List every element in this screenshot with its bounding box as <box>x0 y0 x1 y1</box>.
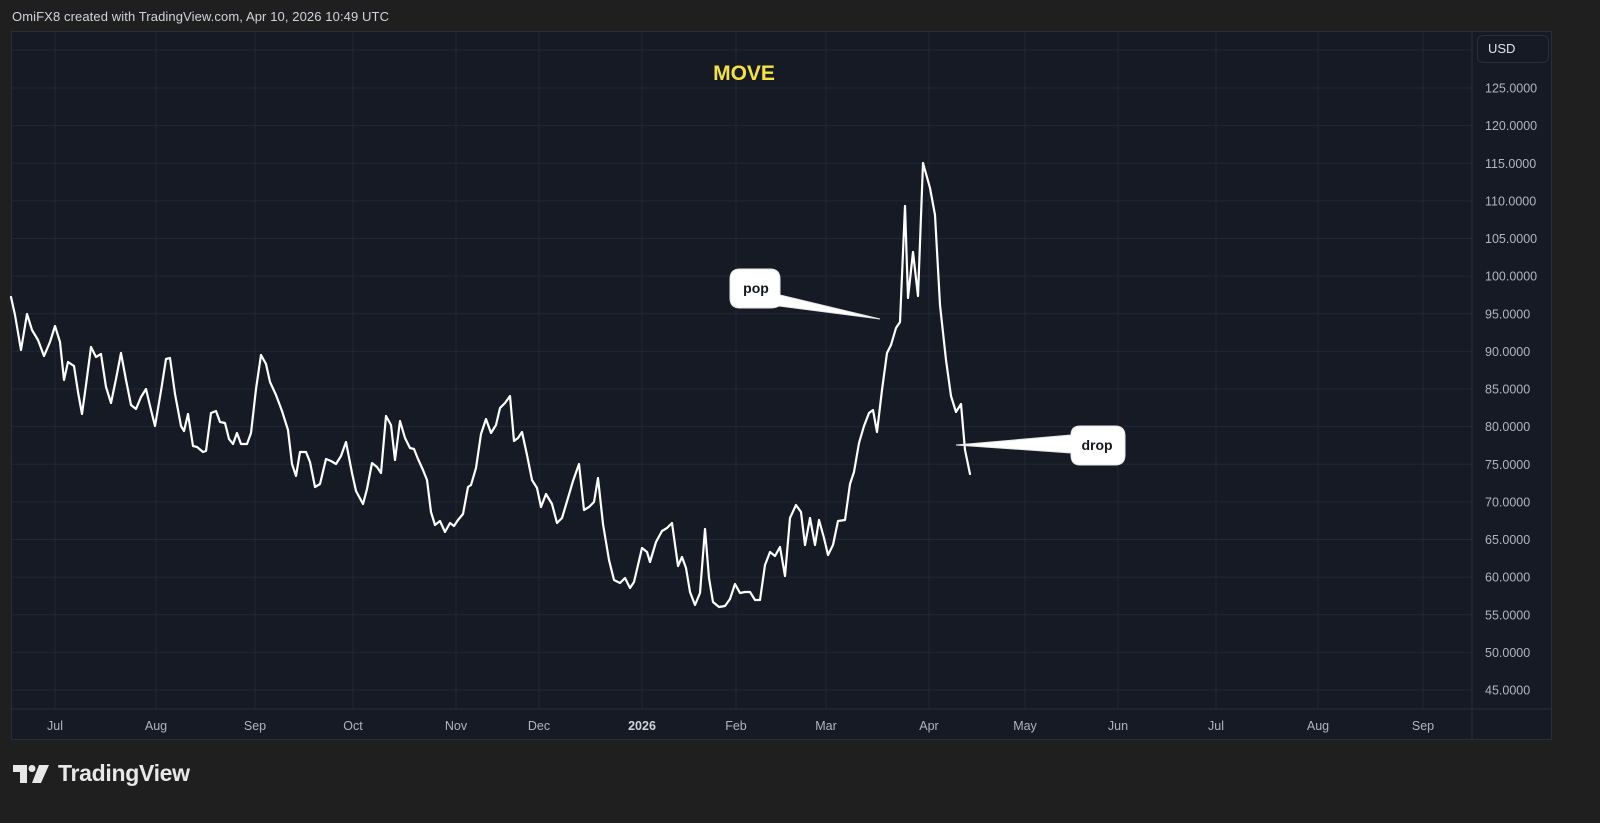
pop-callout-label: pop <box>743 280 769 296</box>
price-tick-label: 115.0000 <box>1485 157 1536 171</box>
move-series-line <box>9 161 972 609</box>
currency-selector[interactable]: USD <box>1477 35 1549 63</box>
price-tick-label: 80.0000 <box>1485 420 1530 434</box>
price-tick-label: 50.0000 <box>1485 646 1530 660</box>
time-tick-label: Sep <box>1412 719 1434 733</box>
price-tick-label: 45.0000 <box>1485 684 1530 698</box>
price-tick-label: 120.0000 <box>1485 119 1537 133</box>
pop-callout-bubble <box>729 268 881 320</box>
time-tick-label: Oct <box>343 719 363 733</box>
pop-callout[interactable]: pop <box>729 268 881 320</box>
price-axis[interactable]: 125.0000 120.0000 115.0000 110.0000 105.0000… <box>1485 82 1537 698</box>
time-tick-label: Jul <box>1208 719 1224 733</box>
time-tick-label: Jun <box>1108 719 1128 733</box>
price-tick-label: 75.0000 <box>1485 458 1530 472</box>
drop-callout-bubble <box>955 425 1126 466</box>
chart-caption: OmiFX8 created with TradingView.com, Apr… <box>12 9 390 24</box>
tradingview-logo-icon <box>13 764 49 783</box>
chart-title: MOVE <box>713 62 775 85</box>
time-tick-label: Jul <box>47 719 63 733</box>
drop-callout-label: drop <box>1081 437 1112 453</box>
price-tick-label: 125.0000 <box>1485 82 1537 96</box>
drop-callout[interactable]: drop <box>955 425 1126 466</box>
price-tick-label: 70.0000 <box>1485 495 1530 509</box>
price-tick-label: 65.0000 <box>1485 533 1530 547</box>
time-tick-label: Apr <box>919 719 938 733</box>
time-tick-label: Nov <box>445 719 468 733</box>
time-axis[interactable]: Jul Aug Sep Oct Nov Dec 2026 Feb Mar Apr May Jun Jul… <box>47 719 1434 733</box>
tradingview-brand[interactable]: TradingView <box>13 760 190 787</box>
time-tick-label: Sep <box>244 719 266 733</box>
price-tick-label: 55.0000 <box>1485 608 1530 622</box>
price-tick-label: 60.0000 <box>1485 571 1530 585</box>
price-tick-label: 95.0000 <box>1485 307 1530 321</box>
time-tick-label: Aug <box>145 719 167 733</box>
time-tick-label: Mar <box>815 719 837 733</box>
time-tick-label: Dec <box>528 719 550 733</box>
chart-panel[interactable] <box>11 31 1552 740</box>
time-tick-label: 2026 <box>628 719 656 733</box>
price-tick-label: 85.0000 <box>1485 383 1530 397</box>
brand-name: TradingView <box>58 760 190 786</box>
price-tick-label: 110.0000 <box>1485 194 1536 208</box>
chart-grid <box>11 31 1472 709</box>
time-tick-label: Aug <box>1307 719 1329 733</box>
price-tick-label: 105.0000 <box>1485 232 1537 246</box>
time-tick-label: May <box>1013 719 1037 733</box>
price-tick-label: 100.0000 <box>1485 270 1537 284</box>
time-tick-label: Feb <box>725 719 747 733</box>
price-tick-label: 90.0000 <box>1485 345 1530 359</box>
